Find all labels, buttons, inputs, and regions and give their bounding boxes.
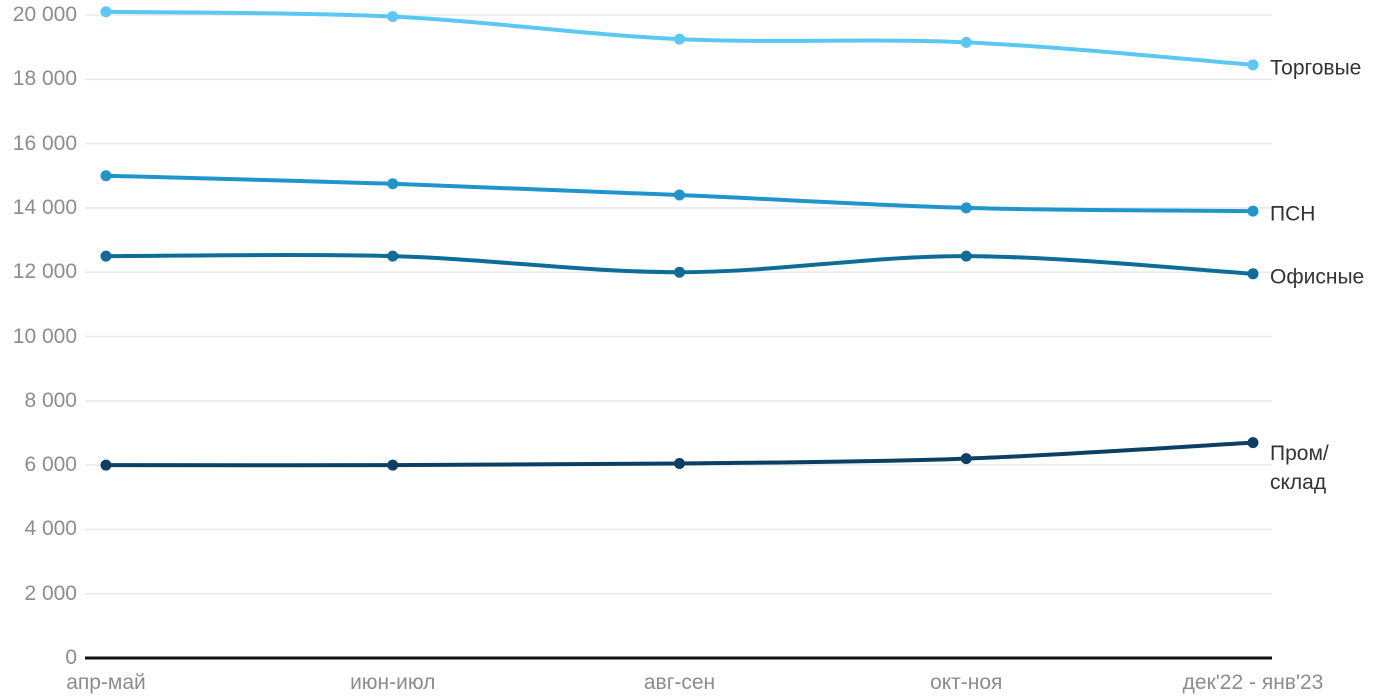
series-point-1	[387, 178, 399, 190]
x-axis-category-label: июн-июл	[350, 671, 436, 694]
series-point-1	[674, 189, 685, 201]
series-point-2	[960, 250, 972, 262]
x-axis-category-label: авг-сен	[643, 671, 716, 694]
x-axis-category-label: дек'22 - янв'23	[1182, 671, 1324, 694]
series-point-1	[1247, 205, 1259, 217]
y-axis-tick-label: 20 000	[12, 3, 77, 26]
series-point-0	[387, 11, 399, 23]
series-point-1	[100, 170, 112, 182]
legend-label-ofisnye: Офисные	[1270, 265, 1365, 289]
y-axis-tick-label: 12 000	[12, 260, 77, 284]
series-point-2	[674, 266, 685, 278]
series-point-2	[387, 250, 399, 262]
series-point-0	[1247, 59, 1259, 71]
series-point-3	[100, 459, 112, 471]
series-point-2	[1247, 268, 1259, 280]
legend-label-torgovye: Торговые	[1270, 56, 1362, 80]
y-axis-tick-label: 14 000	[12, 195, 77, 219]
legend-label-psn: ПСН	[1270, 202, 1316, 226]
series-point-3	[1247, 437, 1259, 449]
y-axis-tick-label: 16 000	[12, 131, 77, 155]
series-point-3	[674, 457, 685, 469]
y-axis-tick-label: 18 000	[12, 67, 77, 91]
series-point-3	[387, 459, 399, 471]
x-axis-category-label: окт-ноя	[930, 671, 1003, 694]
series-point-0	[960, 36, 972, 48]
y-axis-tick-label: 6 000	[24, 453, 77, 477]
y-axis-tick-label: 0	[65, 646, 77, 669]
legend-label-prom-sklad: Пром/ склад	[1270, 441, 1329, 494]
series-point-0	[100, 6, 112, 18]
series-point-2	[100, 250, 112, 262]
x-axis-category-label: апр-май	[66, 671, 146, 694]
series-point-3	[960, 453, 972, 465]
series-point-0	[674, 33, 685, 45]
y-axis-tick-label: 10 000	[12, 324, 77, 348]
y-axis-tick-label: 4 000	[24, 517, 77, 541]
y-axis-tick-label: 8 000	[24, 388, 77, 412]
series-point-1	[960, 202, 972, 214]
y-axis-tick-label: 2 000	[24, 581, 77, 605]
